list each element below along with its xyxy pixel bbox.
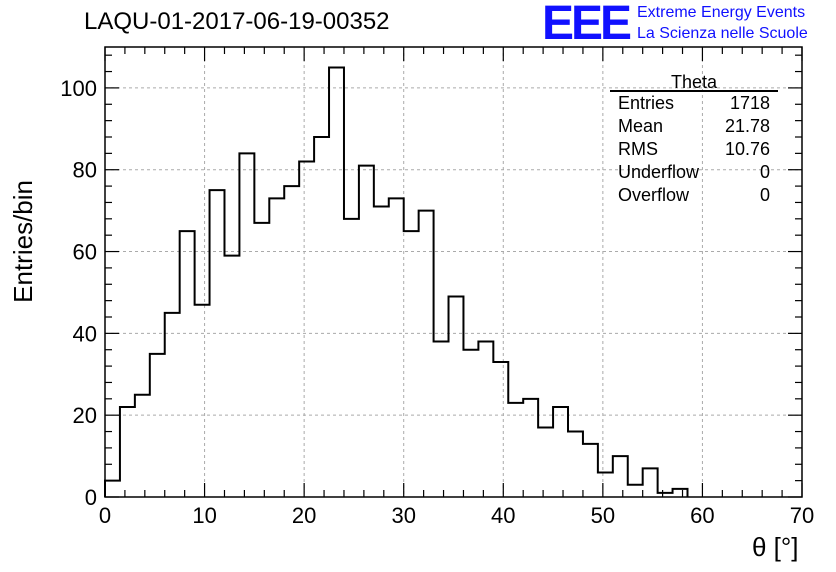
histogram-bin <box>478 342 493 497</box>
x-tick-label: 0 <box>99 503 111 528</box>
histogram-bin <box>673 489 688 497</box>
x-tick-label: 10 <box>192 503 216 528</box>
x-tick-label: 60 <box>690 503 714 528</box>
histogram-bin <box>284 186 299 497</box>
histogram-bin <box>493 362 508 497</box>
y-tick-label: 100 <box>60 76 97 101</box>
stat-value: 1718 <box>729 93 770 113</box>
histogram-bin <box>359 166 374 497</box>
stats-title: Theta <box>670 72 718 92</box>
histogram-bin <box>538 427 553 497</box>
histogram-bin <box>344 219 359 497</box>
histogram-outline <box>104 66 689 497</box>
histogram-bin <box>523 399 538 497</box>
histogram-bin <box>613 456 628 497</box>
stat-name: RMS <box>618 139 658 159</box>
eee-logo: EEE <box>542 0 632 50</box>
histogram-bin <box>374 207 389 497</box>
stat-name: Underflow <box>618 162 700 182</box>
histogram-series <box>104 66 689 497</box>
histogram-bin <box>299 162 314 497</box>
logo-line-2: La Scienza nelle Scuole <box>637 25 808 42</box>
histogram-bin <box>314 137 329 497</box>
histogram-bin <box>195 305 210 497</box>
stat-value: 0 <box>759 185 770 205</box>
stat-value: 10.76 <box>724 139 770 159</box>
histogram-bin <box>269 198 284 497</box>
histogram-bin <box>553 407 568 497</box>
histogram-bin <box>329 67 344 497</box>
stat-value: 0 <box>759 162 770 182</box>
histogram-bin <box>210 190 225 497</box>
stat-value: 21.78 <box>724 116 770 136</box>
stat-name: Mean <box>618 116 664 136</box>
histogram-bin <box>150 354 165 497</box>
plot-frame <box>104 46 803 498</box>
histogram-bin <box>449 297 464 497</box>
histogram-bin <box>120 407 135 497</box>
grid-lines <box>105 47 802 497</box>
histogram-bin <box>105 481 120 497</box>
x-tick-label: 20 <box>292 503 316 528</box>
histogram-bin <box>463 350 478 497</box>
x-axis-label: θ [°] <box>752 532 799 562</box>
histogram-bin <box>180 231 195 497</box>
tick-labels: 0 10 20 30 40 50 60 70 0 20 40 60 80 100 <box>60 76 814 528</box>
histogram-bin <box>165 313 180 497</box>
y-tick-label: 0 <box>85 485 97 510</box>
histogram-bin <box>598 472 613 497</box>
x-tick-label: 70 <box>790 503 814 528</box>
histogram-bin <box>643 468 658 497</box>
y-tick-label: 60 <box>73 240 97 265</box>
histogram-bin <box>583 444 598 497</box>
x-tick-label: 40 <box>491 503 515 528</box>
logo-line-1: Extreme Energy Events <box>637 4 806 21</box>
stat-name: Entries <box>618 93 675 113</box>
chart-title: LAQU-01-2017-06-19-00352 <box>84 8 390 35</box>
histogram-bin <box>404 231 419 497</box>
x-tick-label: 50 <box>591 503 615 528</box>
histogram-bin <box>389 198 404 497</box>
x-tick-label: 30 <box>391 503 415 528</box>
histogram-bin <box>254 223 269 497</box>
stats-divider <box>610 90 778 92</box>
y-tick-label: 80 <box>73 158 97 183</box>
y-tick-label: 40 <box>73 321 97 346</box>
y-tick-label: 20 <box>73 403 97 428</box>
histogram-bin <box>434 342 449 497</box>
histogram-bin <box>568 432 583 497</box>
histogram-bin <box>239 153 254 497</box>
stat-name: Overflow <box>618 185 690 205</box>
histogram-bin <box>419 211 434 497</box>
histogram-bin <box>135 395 150 497</box>
y-axis-label: Entries/bin <box>8 180 38 303</box>
histogram-bin <box>224 256 239 497</box>
histogram-bin <box>508 403 523 497</box>
histogram-bin <box>628 485 643 497</box>
